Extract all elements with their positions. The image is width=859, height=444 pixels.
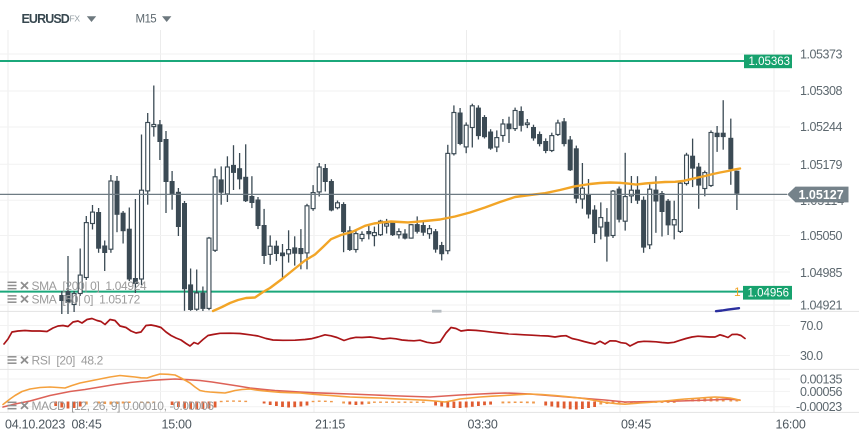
svg-text:70.0: 70.0 [800,319,823,333]
svg-text:15:00: 15:00 [162,417,192,431]
svg-text:0.00135: 0.00135 [800,372,843,386]
svg-text:-0.00023: -0.00023 [796,400,842,414]
svg-text:MACD [12, 26, 9] 0.00010, -0.: MACD [12, 26, 9] 0.00010, -0.00006 [32,399,215,413]
svg-text:0.00056: 0.00056 [800,385,843,399]
svg-text:SMA [200| 0] 1.04924: SMA [200| 0] 1.04924 [32,279,148,293]
svg-text:1: 1 [734,285,741,299]
svg-text:SMA [50| 0] 1.05172: SMA [50| 0] 1.05172 [32,292,141,306]
svg-text:M15: M15 [136,13,157,25]
svg-text:RSI [20] 48.2: RSI [20] 48.2 [32,353,104,367]
svg-text:1.05050: 1.05050 [800,229,843,243]
svg-text:16:00: 16:00 [776,417,806,431]
svg-text:03:30: 03:30 [468,417,498,431]
svg-text:1.04921: 1.04921 [800,299,843,313]
svg-text:1.04985: 1.04985 [800,266,843,280]
svg-text:1.05363: 1.05363 [749,56,791,68]
svg-text:1.05179: 1.05179 [800,158,843,172]
svg-text:1.05373: 1.05373 [800,48,843,62]
svg-text:1.05127: 1.05127 [799,188,844,202]
svg-text:09:45: 09:45 [621,417,651,431]
svg-text:21:15: 21:15 [315,417,345,431]
svg-text:1.05308: 1.05308 [800,84,843,98]
svg-text:1.05244: 1.05244 [800,120,843,134]
svg-text:30.0: 30.0 [800,349,823,363]
svg-text:FX: FX [70,13,81,23]
svg-text:1.04956: 1.04956 [748,288,790,300]
svg-text:EURUSD: EURUSD [22,12,70,26]
svg-text:04.10.2023 08:45: 04.10.2023 08:45 [5,417,102,431]
